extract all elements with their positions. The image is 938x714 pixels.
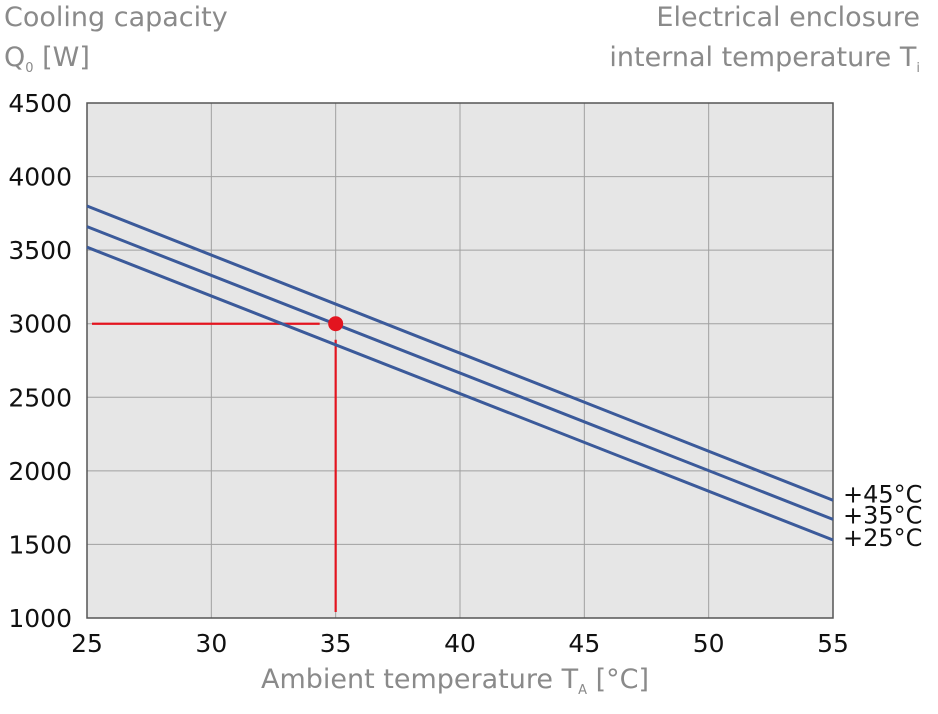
y-tick-label: 1000 [8, 604, 72, 633]
x-tick-label: 35 [320, 629, 352, 658]
series-label: +45°C [843, 480, 922, 508]
x-axis-title: Ambient temperature TA [°C] [260, 664, 649, 698]
x-tick-label: 25 [71, 629, 103, 658]
series-line [86, 245, 834, 542]
series-label: +25°C [843, 524, 922, 552]
y-tick-label: 4000 [8, 163, 72, 192]
series-line [86, 204, 834, 502]
y-tick-label: 2500 [8, 383, 72, 412]
x-tick-label: 55 [817, 629, 849, 658]
x-tick-label: 40 [444, 629, 476, 658]
y-tick-label: 3500 [8, 236, 72, 265]
series-label: +35°C [843, 501, 922, 529]
series-line [86, 225, 834, 521]
y-tick-label: 2000 [8, 457, 72, 486]
y-tick-label: 1500 [8, 530, 72, 559]
legend-title-line1: Electrical enclosure [656, 2, 920, 33]
y-axis-title: Cooling capacity [4, 2, 228, 33]
legend-title-line2: internal temperature Ti [609, 42, 920, 76]
y-tick-label: 4500 [8, 89, 72, 118]
plot-border [86, 102, 834, 619]
y-tick-label: 3000 [8, 310, 72, 339]
x-tick-label: 30 [195, 629, 227, 658]
y-axis-unit: Q0 [W] [4, 42, 90, 76]
x-tick-label: 50 [693, 629, 725, 658]
marker-point [328, 316, 344, 332]
x-tick-label: 45 [568, 629, 600, 658]
